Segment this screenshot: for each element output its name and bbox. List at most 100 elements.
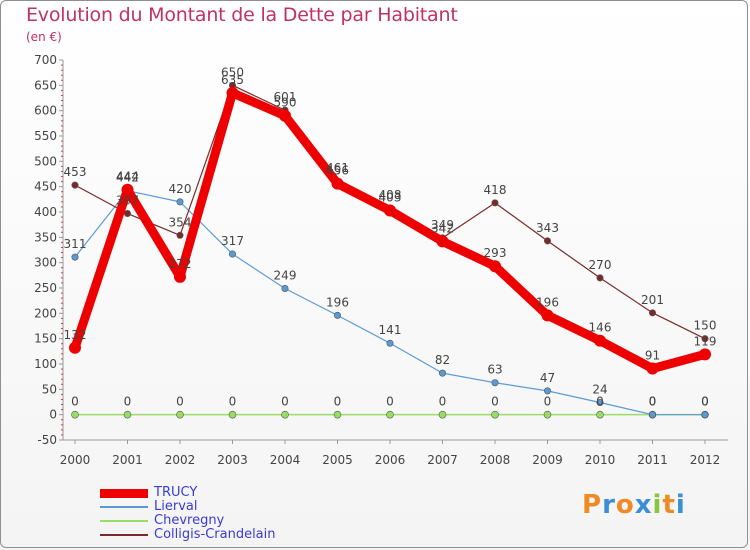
y-minor-tick (61, 257, 63, 259)
data-label-lierval: 82 (435, 353, 450, 367)
data-point-chevregny (71, 410, 79, 419)
data-point-lierval (596, 399, 604, 407)
y-minor-tick (61, 353, 63, 355)
data-point-lierval (438, 369, 446, 377)
y-tick-label: 650 (34, 78, 57, 92)
data-point-colligis-crandelain (124, 210, 132, 218)
y-tick-label: -50 (37, 433, 57, 447)
y-minor-tick (61, 307, 63, 309)
x-tick-label: 2006 (375, 453, 406, 467)
y-tick-label: 250 (34, 281, 57, 295)
data-point-colligis-crandelain (701, 335, 709, 343)
data-label-chevregny: 0 (176, 395, 184, 409)
data-label-chevregny: 0 (281, 395, 289, 409)
y-minor-tick (61, 358, 63, 360)
data-label-chevregny: 0 (124, 395, 132, 409)
data-point-trucy (331, 177, 344, 190)
data-label-colligis-crandelain: 354 (169, 215, 192, 229)
x-tick-label: 2005 (322, 453, 353, 467)
data-label-lierval: 63 (487, 363, 502, 377)
x-tick-label: 2003 (217, 453, 248, 467)
y-minor-tick (61, 94, 63, 96)
data-point-lierval (648, 411, 656, 419)
data-label-colligis-crandelain: 397 (116, 194, 139, 208)
legend-item-trucy: TRUCY (100, 486, 276, 500)
data-label-trucy: 196 (536, 295, 559, 309)
data-point-colligis-crandelain (648, 309, 656, 317)
y-minor-tick (61, 282, 63, 284)
data-point-trucy (541, 309, 554, 322)
y-tick-label: 100 (34, 357, 57, 371)
data-point-lierval (386, 339, 394, 347)
data-point-chevregny (596, 410, 604, 419)
data-point-trucy (646, 362, 659, 375)
legend-swatch-lierval (100, 506, 148, 508)
y-minor-tick (61, 201, 63, 203)
data-point-lierval (543, 387, 551, 395)
legend-swatch-trucy (100, 488, 148, 498)
y-tick-label: 600 (34, 104, 57, 118)
logo-letter: t (662, 490, 676, 520)
y-minor-tick (61, 328, 63, 330)
data-label-trucy: 293 (484, 246, 507, 260)
y-minor-tick (61, 393, 63, 395)
data-label-trucy: 635 (221, 73, 244, 87)
data-point-lierval (701, 411, 709, 419)
y-minor-tick (61, 69, 63, 71)
legend-item-colligis-crandelain: Colligis-Crandelain (100, 528, 276, 542)
y-tick-label: 450 (34, 180, 57, 194)
y-minor-tick (61, 404, 63, 406)
legend-label-chevregny: Chevregny (154, 513, 225, 528)
chart-legend: TRUCY Lierval Chevregny Colligis-Crandelain (100, 486, 276, 542)
data-point-trucy (174, 270, 186, 283)
y-tick-label: 700 (34, 53, 57, 67)
x-tick-label: 2001 (112, 453, 143, 467)
y-tick-label: 500 (34, 154, 57, 168)
y-minor-tick (61, 226, 63, 228)
y-tick-label: 350 (34, 230, 57, 244)
x-tick-label: 2002 (165, 453, 196, 467)
y-minor-tick (61, 176, 63, 178)
data-point-lierval (491, 379, 499, 387)
data-point-chevregny (281, 410, 289, 419)
data-point-colligis-crandelain (543, 237, 551, 245)
data-label-colligis-crandelain: 270 (589, 258, 612, 272)
data-label-colligis-crandelain: 418 (484, 183, 507, 197)
y-minor-tick (61, 216, 63, 218)
y-minor-tick (61, 170, 63, 172)
data-point-lierval (176, 198, 184, 206)
y-minor-tick (61, 373, 63, 375)
data-point-chevregny (386, 410, 394, 419)
y-tick-label: 300 (34, 256, 57, 270)
y-minor-tick (61, 409, 63, 411)
y-minor-tick (61, 302, 63, 304)
data-point-colligis-crandelain (491, 199, 499, 207)
data-label-chevregny: 0 (701, 395, 709, 409)
legend-swatch-colligis-crandelain (100, 534, 148, 536)
data-point-trucy (121, 183, 134, 196)
x-tick-label: 2012 (690, 453, 721, 467)
data-point-trucy (699, 348, 711, 361)
legend-item-lierval: Lierval (100, 500, 276, 514)
data-label-lierval: 311 (64, 237, 87, 251)
y-minor-tick (61, 424, 63, 426)
data-point-colligis-crandelain (596, 274, 604, 282)
y-minor-tick (61, 378, 63, 380)
y-tick-label: 200 (34, 306, 57, 320)
y-minor-tick (61, 150, 63, 152)
legend-item-chevregny: Chevregny (100, 514, 276, 528)
y-minor-tick (61, 196, 63, 198)
data-label-lierval: 47 (540, 371, 555, 385)
y-tick-label: 400 (34, 205, 57, 219)
y-minor-tick (61, 191, 63, 193)
data-label-colligis-crandelain: 650 (221, 65, 244, 79)
x-tick-label: 2004 (270, 453, 301, 467)
data-point-trucy (279, 109, 291, 122)
x-tick-label: 2011 (637, 453, 668, 467)
data-label-lierval: 24 (592, 383, 607, 397)
y-minor-tick (61, 241, 63, 243)
y-minor-tick (61, 155, 63, 157)
y-minor-tick (61, 398, 63, 400)
y-minor-tick (61, 130, 63, 132)
